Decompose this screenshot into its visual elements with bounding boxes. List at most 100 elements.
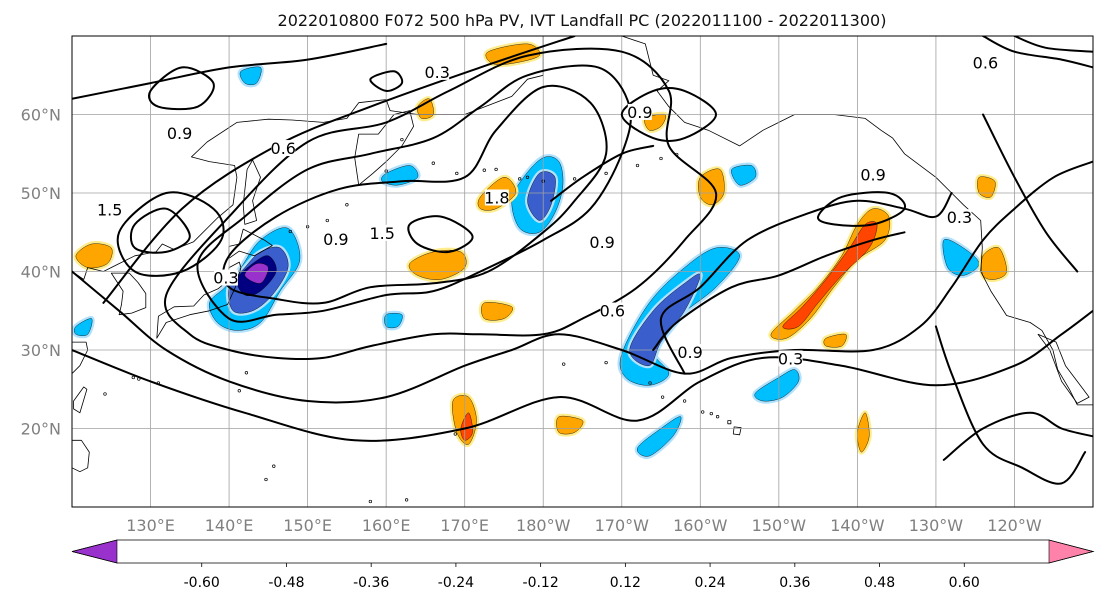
- island-marker: [400, 137, 404, 142]
- coastline-japan-hokkaido: [228, 228, 273, 259]
- lon-tick-label: 120°W: [987, 516, 1042, 535]
- contour-label-background: [97, 201, 122, 218]
- map-panel: 0.3 0.9 0.6 0.9 1.5 1.5 0.6 0.9 0.9 0.3 0.9 0.9 0.3 0…: [72, 36, 1093, 513]
- lon-tick-label: 170°W: [595, 516, 650, 535]
- pv-contour-line: [652, 231, 906, 351]
- coastline-hawaii-maui: [727, 420, 732, 425]
- contour-label-background: [600, 302, 625, 319]
- colorbar-tick-label: 0.12: [610, 575, 641, 591]
- contour-label-background: [323, 231, 348, 248]
- contour-label-background: [167, 125, 192, 142]
- lat-tick-label: 40°N: [21, 263, 61, 282]
- lon-tick-label: 160°E: [362, 516, 411, 535]
- island-marker: [436, 510, 439, 513]
- contour-label: 0.3: [424, 63, 449, 82]
- contour-label: 0.6: [600, 302, 625, 321]
- pc-negative-region: [942, 239, 980, 276]
- pc-positive-region: [481, 302, 513, 321]
- pv-contour-line: [147, 66, 215, 111]
- contour-label-background: [861, 166, 886, 183]
- lon-tick-label: 180°W: [516, 516, 571, 535]
- lon-tick-label: 140°E: [205, 516, 254, 535]
- contour-label-background: [778, 350, 803, 367]
- colorbar-tick-label: -0.60: [184, 575, 220, 591]
- contour-label-background: [271, 140, 296, 157]
- contour-label: 1.5: [97, 200, 122, 219]
- pc-positive-region: [823, 333, 847, 348]
- pc-negative-region: [244, 263, 269, 284]
- island-marker: [518, 177, 522, 181]
- coastline-sakhalin: [242, 159, 261, 225]
- pv-contour-line: [407, 215, 474, 254]
- island-marker: [288, 229, 292, 234]
- island-marker: [455, 171, 459, 176]
- island-marker: [325, 218, 329, 223]
- island-marker: [482, 168, 486, 172]
- contour-label: 0.9: [677, 343, 702, 362]
- island-marker: [659, 156, 663, 161]
- pc-negative-region: [239, 66, 262, 86]
- colorbar-tick-label: -0.12: [523, 575, 559, 591]
- contour-label: 1.8: [484, 188, 509, 207]
- pv-contour-layer: [72, 36, 1093, 485]
- gridline-layer: [72, 36, 1093, 507]
- lat-tick-label: 20°N: [21, 420, 61, 439]
- coastline-alaska: [542, 36, 1093, 406]
- pv-contour-line: [102, 36, 576, 304]
- map-frame: [71, 35, 1094, 508]
- pc-positive-region: [460, 412, 473, 441]
- pv-contour-line: [620, 86, 717, 143]
- coastline-asia-mainland: [72, 341, 89, 374]
- island-marker: [453, 432, 457, 436]
- coastline-korea: [110, 272, 147, 316]
- pc-positive-region: [977, 176, 996, 198]
- pv-contour-line: [163, 47, 718, 361]
- coastline-taiwan: [73, 386, 88, 414]
- contour-label: 0.6: [973, 53, 998, 72]
- chart-title: 2022010800 F072 500 hPa PV, IVT Landfall…: [278, 11, 887, 30]
- island-marker: [272, 464, 276, 468]
- island-marker: [562, 362, 566, 366]
- lon-tick-label: 130°E: [126, 516, 175, 535]
- pc-negative-region: [636, 416, 682, 457]
- island-marker: [525, 175, 530, 179]
- pv-contour-line: [934, 325, 1087, 485]
- pv-contour-line: [817, 191, 906, 227]
- pc-negative-region: [74, 318, 93, 336]
- pv-contour-line: [550, 144, 655, 202]
- contour-label-layer: 0.3 0.9 0.6 0.9 1.5 1.5 0.6 0.9 0.9 0.3 0.9 0.9 0.3 0…: [97, 53, 998, 368]
- pv-contour-line: [659, 192, 953, 375]
- island-marker: [701, 410, 705, 414]
- pv-contour-line: [72, 309, 1093, 442]
- island-marker: [368, 499, 373, 504]
- pc-negative-region: [527, 171, 556, 221]
- contour-label: 1.5: [370, 224, 395, 243]
- pc-positive-region: [75, 243, 113, 269]
- pv-contour-line: [369, 70, 404, 92]
- lon-tick-label: 160°W: [673, 516, 728, 535]
- contour-label: 0.3: [947, 208, 972, 227]
- colorbar-extend-low: [71, 539, 118, 564]
- contour-label: 0.3: [213, 269, 238, 288]
- colorbar-tick-label: 0.24: [695, 575, 726, 591]
- island-marker: [494, 167, 498, 172]
- lat-tick-label: 50°N: [21, 184, 61, 203]
- contour-label: 0.3: [778, 349, 803, 368]
- contour-label: 0.9: [167, 124, 192, 143]
- island-marker: [709, 411, 713, 416]
- colorbar-tick-label: 0.60: [949, 575, 980, 591]
- island-marker: [264, 477, 268, 482]
- colorbar-tick-label: -0.48: [268, 575, 304, 591]
- island-marker: [431, 161, 435, 165]
- pv-contour-line: [116, 191, 225, 277]
- coastline-philippines-luzon: [72, 439, 90, 473]
- colorbar-tick-label: -0.24: [438, 575, 474, 591]
- contour-label-background: [627, 103, 652, 120]
- contour-label-background: [213, 269, 238, 286]
- island-marker: [237, 389, 241, 393]
- coastline-japan-honshu: [156, 261, 242, 339]
- contour-label-background: [370, 224, 395, 241]
- pc-negative-region: [384, 313, 403, 329]
